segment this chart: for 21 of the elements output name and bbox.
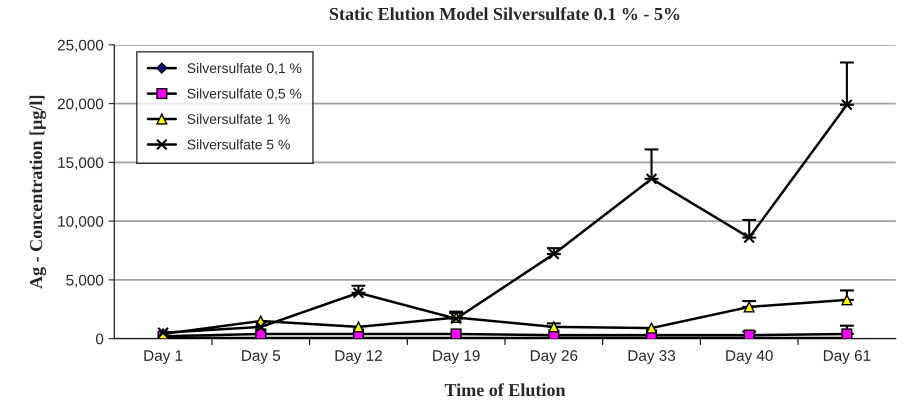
y-axis-title: Ag - Concentration [µg/l]: [29, 96, 46, 289]
legend-label: Silversulfate 0,5 %: [187, 88, 302, 100]
legend-label: Silversulfate 0,1 %: [187, 62, 302, 75]
legend-label: Silversulfate 5 %: [187, 139, 290, 150]
x-tick-label: Day 40: [726, 350, 773, 364]
legend-label: Silversulfate 1 %: [187, 114, 290, 124]
y-tick-label: 20,000: [58, 98, 104, 112]
x-axis-title: Time of Elution: [444, 383, 566, 396]
y-tick-label: 0: [96, 334, 104, 344]
y-tick-label: 15,000: [58, 157, 104, 170]
x-tick-label: Day 61: [824, 350, 870, 364]
x-tick-label: Day 1: [144, 350, 182, 364]
y-tick-label: 25,000: [58, 40, 104, 52]
x-tick-label: Day 12: [336, 350, 382, 364]
x-tick-label: Day 33: [628, 350, 676, 364]
x-tick-label: Day 5: [242, 350, 280, 364]
chart-title: Static Elution Model Silversulfate 0.1 % - 5%: [330, 7, 680, 20]
y-tick-label: 10,000: [58, 216, 104, 229]
x-tick-label: Day 19: [433, 350, 480, 364]
x-tick-label: Day 26: [530, 350, 578, 364]
y-tick-label: 5,000: [66, 274, 104, 288]
